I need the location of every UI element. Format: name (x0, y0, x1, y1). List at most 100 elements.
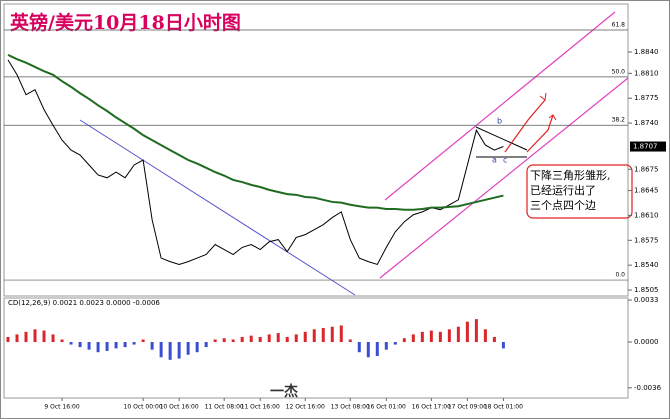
macd-bar (195, 342, 199, 353)
macd-bar (186, 342, 190, 355)
macd-bar (411, 334, 415, 343)
macd-bar (285, 336, 289, 343)
macd-bar (456, 326, 460, 343)
last-price-label: 1.8707 (633, 143, 658, 151)
triangle-top (475, 126, 528, 151)
y-tick-label: 1.8840 (634, 48, 659, 56)
arrow-head (539, 92, 547, 101)
annotation-box (526, 164, 633, 219)
macd-bar (492, 336, 496, 343)
macd-bar (258, 336, 262, 343)
annotation: 三个点四个边 (530, 199, 596, 212)
macd-bar (51, 334, 55, 343)
macd-panel (3, 297, 629, 399)
macd-bar (321, 328, 325, 343)
y-tick-label: 1.8675 (634, 165, 659, 173)
macd-bar (366, 342, 370, 358)
macd-bar (60, 339, 64, 343)
macd-bar (501, 342, 505, 349)
x-tick-label: 11 Oct 16:00 (241, 404, 280, 411)
watermark: 一杰 (270, 383, 298, 400)
y-tick-label: 1.8610 (634, 211, 659, 219)
macd-bar (177, 342, 181, 359)
macd-bar (231, 339, 235, 343)
macd-bar (357, 342, 361, 353)
macd-bar (33, 329, 37, 343)
macd-bar (303, 331, 307, 343)
macd-bar (123, 342, 127, 348)
fib-label: 50.0 (612, 68, 626, 75)
macd-bar (114, 342, 118, 349)
macd-bar (213, 339, 217, 343)
annotation: 下降三角形雏形, (530, 168, 611, 182)
macd-bar (276, 333, 280, 343)
x-tick-label: 10 Oct 16:00 (160, 404, 199, 411)
x-tick-label: 17 Oct 09:00 (448, 404, 487, 411)
y-tick-label: 1.8540 (634, 261, 659, 269)
macd-bar (339, 325, 343, 343)
macd-bar (24, 331, 28, 343)
pattern-label: b (497, 117, 502, 126)
macd-bar (96, 342, 100, 353)
indicator-label: CD(12,26,9) 0.0021 0.0023 0.0000 -0.0006 (8, 299, 160, 307)
macd-bar (393, 342, 397, 345)
x-tick-label: 9 Oct 16:00 (44, 404, 79, 411)
price-panel (3, 3, 629, 297)
trend-line (79, 119, 356, 296)
macd-bar (240, 336, 244, 343)
macd-bar (267, 334, 271, 343)
macd-bar (78, 342, 82, 348)
macd-bar (6, 336, 10, 343)
x-tick-label: 13 Oct 08:00 (331, 404, 370, 411)
fib-label: 0.0 (615, 272, 625, 279)
macd-bar (420, 331, 424, 343)
macd-bar (222, 338, 226, 343)
macd-bar (15, 334, 19, 343)
y-tick-label: 1.8645 (634, 187, 659, 195)
macd-bar (375, 342, 379, 357)
macd-bar (204, 342, 208, 348)
fib-label: 61.8 (612, 22, 626, 29)
x-tick-label: 11 Oct 08:00 (205, 404, 244, 411)
arrow-up (504, 99, 546, 153)
macd-bar (141, 339, 145, 343)
y-tick-label: -0.0036 (634, 384, 662, 392)
pattern-label: c (503, 156, 507, 165)
macd-bar (438, 331, 442, 343)
macd-bar (312, 329, 316, 343)
macd-bar (483, 329, 487, 343)
y-tick-label: 1.8775 (634, 94, 659, 102)
macd-bar (105, 342, 109, 351)
macd-bar (330, 326, 334, 343)
x-tick-label: 16 Oct 17:00 (412, 404, 451, 411)
fib-label: 38.2 (612, 117, 626, 124)
y-tick-label: 1.8505 (634, 286, 659, 294)
arrow-head (548, 114, 557, 121)
macd-bar (294, 334, 298, 343)
annotation: 已经运行出了 (530, 183, 596, 197)
macd-bar (384, 342, 388, 350)
x-tick-label: 18 Oct 01:00 (484, 404, 523, 411)
macd-bar (474, 319, 478, 343)
macd-bar (465, 321, 469, 343)
macd-bar (87, 342, 91, 350)
series-line (7, 59, 504, 266)
chart-title: 英镑/美元10月18日小时图 (10, 11, 241, 34)
macd-bar (447, 329, 451, 343)
macd-bar (159, 342, 163, 358)
y-tick-label: 1.8810 (634, 69, 659, 77)
macd-bar (429, 330, 433, 343)
macd-bar (249, 335, 253, 343)
series-line (7, 53, 504, 211)
pattern-label: a (492, 156, 497, 165)
channel-upper (384, 11, 616, 201)
arrow-up (526, 114, 554, 153)
y-tick-label: 0.0000 (634, 338, 659, 346)
macd-bar (150, 342, 154, 350)
macd-bar (132, 342, 136, 345)
y-tick-label: 0.0033 (634, 296, 659, 304)
macd-bar (348, 339, 352, 343)
y-tick-label: 1.8575 (634, 236, 659, 244)
